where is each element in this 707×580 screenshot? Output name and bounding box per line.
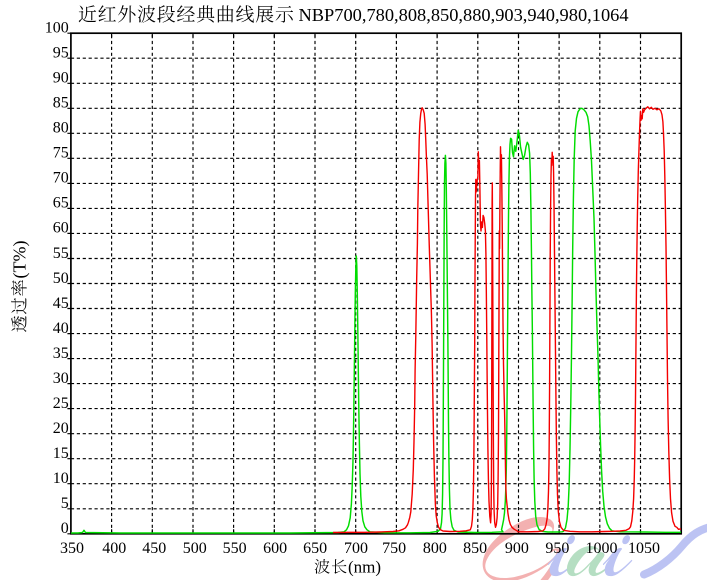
svg-text:400: 400 bbox=[102, 540, 126, 557]
svg-text:350: 350 bbox=[60, 540, 84, 557]
svg-text:950: 950 bbox=[545, 540, 569, 557]
svg-text:20: 20 bbox=[53, 420, 69, 437]
svg-text:NBP700,780,808,850,880,903,940: NBP700,780,808,850,880,903,940,980,1064 bbox=[299, 5, 629, 25]
svg-text:700: 700 bbox=[344, 540, 368, 557]
svg-text:35: 35 bbox=[53, 345, 69, 362]
svg-text:750: 750 bbox=[382, 540, 406, 557]
svg-text:55: 55 bbox=[53, 245, 69, 262]
svg-text:800: 800 bbox=[423, 540, 447, 557]
svg-text:600: 600 bbox=[263, 540, 287, 557]
svg-text:850: 850 bbox=[463, 540, 487, 557]
svg-text:650: 650 bbox=[303, 540, 327, 557]
svg-text:0: 0 bbox=[61, 520, 69, 537]
svg-text:70: 70 bbox=[53, 170, 69, 187]
svg-text:75: 75 bbox=[53, 145, 69, 162]
svg-text:15: 15 bbox=[53, 445, 69, 462]
svg-text:1050: 1050 bbox=[628, 540, 660, 557]
svg-text:50: 50 bbox=[53, 270, 69, 287]
svg-text:(nm): (nm) bbox=[348, 558, 381, 577]
svg-text:85: 85 bbox=[53, 95, 69, 112]
svg-text:1000: 1000 bbox=[586, 540, 618, 557]
svg-text:90: 90 bbox=[53, 70, 69, 87]
svg-text:550: 550 bbox=[223, 540, 247, 557]
svg-text:40: 40 bbox=[53, 320, 69, 337]
svg-text:30: 30 bbox=[53, 370, 69, 387]
svg-text:100: 100 bbox=[45, 20, 69, 37]
svg-text:95: 95 bbox=[53, 45, 69, 62]
svg-text:60: 60 bbox=[53, 220, 69, 237]
svg-text:450: 450 bbox=[142, 540, 166, 557]
svg-text:(T%): (T%) bbox=[10, 241, 31, 279]
svg-text:80: 80 bbox=[53, 120, 69, 137]
svg-text:500: 500 bbox=[183, 540, 207, 557]
svg-text:65: 65 bbox=[53, 195, 69, 212]
svg-text:5: 5 bbox=[61, 495, 69, 512]
svg-text:45: 45 bbox=[53, 295, 69, 312]
svg-text:10: 10 bbox=[53, 470, 69, 487]
svg-text:900: 900 bbox=[505, 540, 529, 557]
svg-text:25: 25 bbox=[53, 395, 69, 412]
